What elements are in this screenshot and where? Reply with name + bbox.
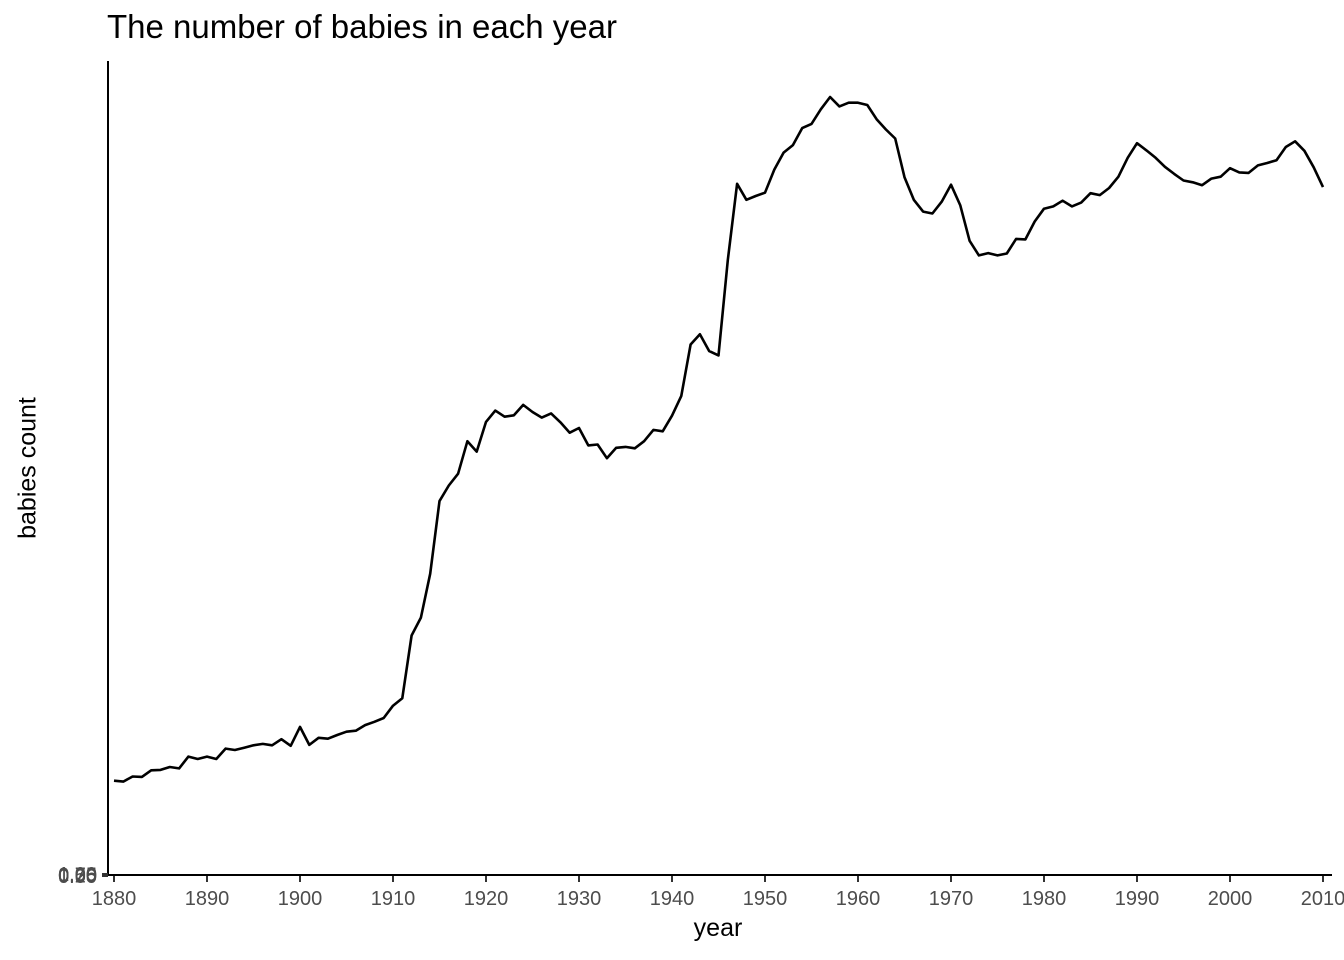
y-tick-label: 1.00 <box>58 864 97 886</box>
x-tick-label: 1980 <box>1022 888 1067 910</box>
y-axis-label: babies count <box>13 397 42 539</box>
x-tick-label: 1910 <box>371 888 416 910</box>
y-tick-label: 0.75 <box>58 865 97 887</box>
x-tick-label: 1930 <box>557 888 602 910</box>
x-tick-label: 1990 <box>1115 888 1160 910</box>
x-tick-label: 1890 <box>185 888 230 910</box>
y-ticks: 0.000.250.500.751.00 <box>58 864 108 888</box>
x-tick-label: 1920 <box>464 888 509 910</box>
x-tick-label: 2010 <box>1301 888 1344 910</box>
chart-title: The number of babies in each year <box>107 8 617 45</box>
series-line <box>113 95 1325 783</box>
x-tick-label: 1880 <box>92 888 137 910</box>
y-tick-label: 0.50 <box>58 865 97 887</box>
x-tick-label: 1960 <box>836 888 881 910</box>
x-ticks: 1880 1890 1900 1910 1920 1930 1940 1950 1960 1970… <box>92 876 1344 910</box>
x-tick-label: 2000 <box>1208 888 1253 910</box>
x-tick-label: 1950 <box>743 888 788 910</box>
x-tick-label: 1970 <box>929 888 974 910</box>
y-tick-label: 0.25 <box>58 866 97 888</box>
x-tick-label: 1940 <box>650 888 695 910</box>
x-tick-label: 1900 <box>278 888 323 910</box>
y-tick-label: 0.00 <box>58 866 97 888</box>
x-axis-label: year <box>693 914 743 942</box>
